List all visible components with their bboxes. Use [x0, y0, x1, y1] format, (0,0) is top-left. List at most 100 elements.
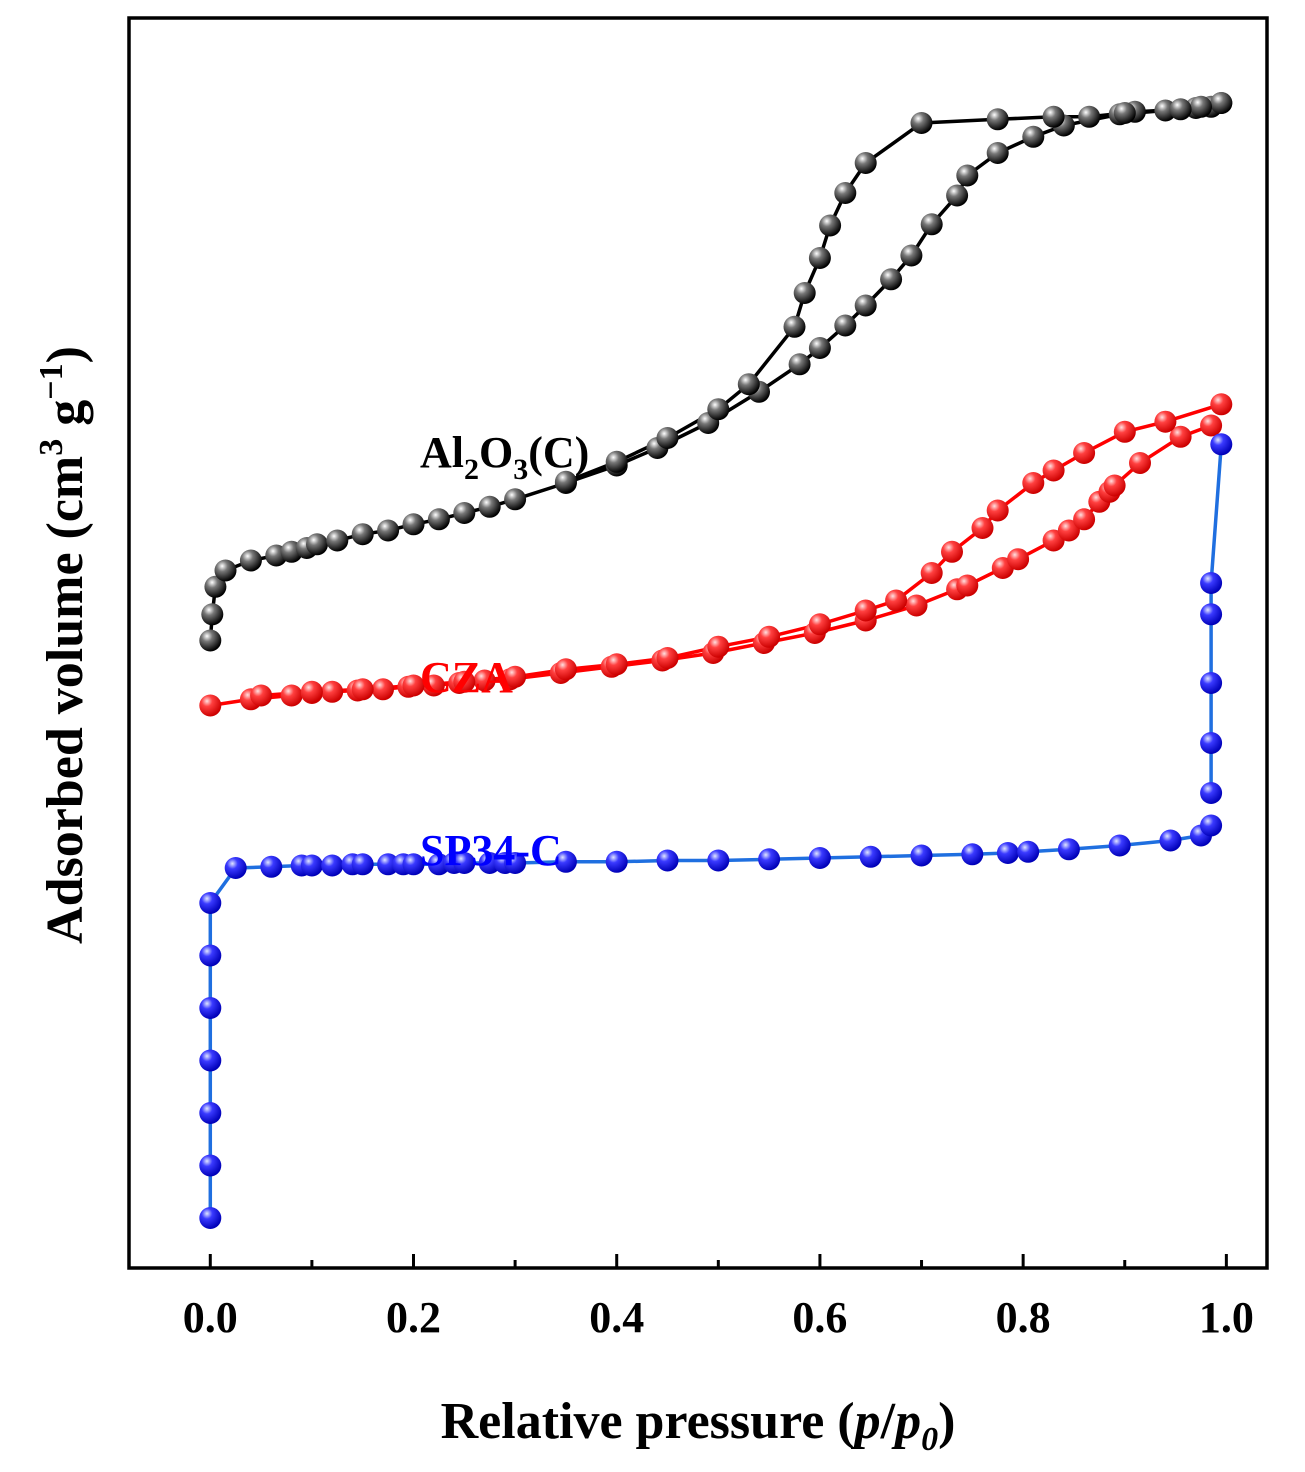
- data-point-desorption: [1210, 433, 1233, 456]
- data-point-desorption: [854, 152, 877, 174]
- x-tick-label: 0.2: [386, 1293, 441, 1342]
- data-point-desorption: [1200, 782, 1223, 804]
- data-point-desorption: [808, 613, 831, 636]
- data-point-adsorption: [199, 1207, 222, 1229]
- data-point-desorption: [1022, 472, 1045, 494]
- data-point-adsorption: [910, 844, 933, 867]
- data-point-adsorption: [859, 845, 882, 868]
- data-point-desorption: [1210, 393, 1233, 416]
- data-point-adsorption: [199, 1102, 222, 1124]
- x-tick-label: 0.0: [183, 1293, 238, 1342]
- data-point-adsorption: [900, 244, 923, 267]
- series-al2o3-c-: [199, 92, 1233, 652]
- data-point-adsorption: [656, 849, 679, 872]
- series-layer: [199, 92, 1233, 1229]
- data-point-adsorption: [956, 574, 979, 597]
- data-point-desorption: [1210, 92, 1233, 114]
- data-point-adsorption: [199, 629, 222, 652]
- data-point-adsorption: [834, 314, 857, 337]
- data-point-adsorption: [351, 523, 374, 546]
- data-point-desorption: [920, 562, 943, 584]
- data-point-adsorption: [808, 337, 831, 359]
- data-point-adsorption: [199, 1154, 222, 1177]
- data-point-adsorption: [1129, 452, 1151, 474]
- data-point-desorption: [986, 108, 1009, 131]
- series-label-al2o3: Al2O3(C): [420, 428, 589, 486]
- data-point-desorption: [605, 450, 628, 473]
- data-point-adsorption: [788, 353, 811, 376]
- data-point-desorption: [504, 665, 527, 688]
- data-point-desorption: [605, 653, 628, 676]
- data-point-desorption: [1169, 98, 1192, 121]
- data-point-desorption: [402, 674, 425, 697]
- data-point-desorption: [910, 112, 933, 134]
- data-point-desorption: [986, 499, 1009, 522]
- data-point-adsorption: [326, 529, 349, 552]
- data-point-adsorption: [1017, 840, 1040, 863]
- data-point-adsorption: [1057, 838, 1080, 861]
- series-cza: [199, 393, 1233, 717]
- data-point-desorption: [1113, 420, 1136, 443]
- data-point-adsorption: [280, 684, 303, 707]
- data-point-desorption: [758, 625, 781, 648]
- data-point-adsorption: [880, 268, 903, 291]
- data-point-adsorption: [199, 694, 222, 717]
- data-point-adsorption: [1073, 508, 1096, 531]
- data-point-adsorption: [351, 853, 374, 876]
- data-point-adsorption: [478, 495, 501, 518]
- data-point-desorption: [834, 182, 857, 204]
- data-point-desorption: [707, 398, 730, 421]
- data-point-desorption: [783, 315, 806, 338]
- data-point-adsorption: [321, 680, 344, 703]
- data-point-desorption: [1200, 572, 1223, 594]
- data-point-adsorption: [504, 488, 527, 511]
- data-point-adsorption: [427, 508, 450, 531]
- data-point-adsorption: [1200, 814, 1223, 837]
- plot-frame: [127, 16, 1269, 1270]
- series-line-adsorption: [208, 824, 1213, 1218]
- data-point-desorption: [808, 247, 831, 269]
- data-point-adsorption: [321, 854, 344, 877]
- data-point-desorption: [707, 635, 730, 658]
- data-point-desorption: [1042, 459, 1065, 482]
- data-point-adsorption: [377, 519, 400, 542]
- data-point-desorption: [656, 647, 679, 669]
- y-axis-title: Adsorbed volume (cm3 g−1): [33, 346, 94, 944]
- data-point-adsorption: [920, 213, 943, 236]
- data-point-adsorption: [1159, 829, 1182, 852]
- data-point-adsorption: [961, 843, 984, 866]
- data-point-adsorption: [1200, 414, 1223, 437]
- data-point-adsorption: [504, 852, 527, 874]
- data-point-adsorption: [453, 852, 476, 874]
- data-point-adsorption: [1103, 474, 1126, 497]
- series-label-cza: CZA: [420, 653, 513, 702]
- data-point-desorption: [1200, 672, 1223, 694]
- data-point-desorption: [1113, 102, 1136, 124]
- data-point-desorption: [250, 684, 273, 707]
- data-point-desorption: [1190, 95, 1212, 118]
- data-point-adsorption: [905, 594, 928, 617]
- data-point-adsorption: [808, 847, 831, 869]
- data-point-adsorption: [306, 533, 328, 556]
- data-point-adsorption: [402, 513, 425, 536]
- data-point-desorption: [1042, 105, 1065, 128]
- data-point-desorption: [1078, 105, 1101, 128]
- x-tick-label: 1.0: [1199, 1293, 1254, 1342]
- data-point-adsorption: [554, 850, 577, 873]
- series-label-sp34c: SP34-C: [420, 826, 562, 875]
- x-tick-label: 0.8: [996, 1293, 1051, 1342]
- data-point-desorption: [941, 540, 963, 563]
- data-point-desorption: [1200, 603, 1223, 626]
- data-point-adsorption: [854, 294, 877, 317]
- data-point-adsorption: [260, 855, 283, 878]
- data-point-adsorption: [478, 852, 501, 874]
- x-axis-ticks: 0.0 0.2 0.4 0.6 0.8 1.0: [183, 1254, 1254, 1342]
- series-line-adsorption: [208, 101, 1222, 641]
- data-point-adsorption: [605, 850, 628, 873]
- data-point-desorption: [656, 427, 679, 449]
- x-axis-title: Relative pressure (p/p0): [441, 1393, 956, 1458]
- data-point-adsorption: [199, 997, 222, 1019]
- data-point-desorption: [885, 589, 908, 612]
- data-point-adsorption: [946, 184, 969, 207]
- data-point-adsorption: [996, 842, 1019, 864]
